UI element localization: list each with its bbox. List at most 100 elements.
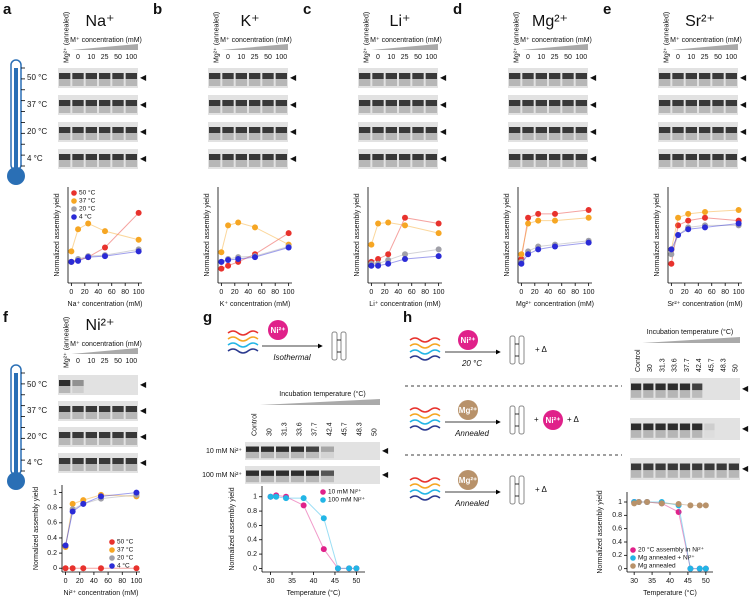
data-point bbox=[85, 254, 92, 261]
legend-label: Mg annealed bbox=[638, 563, 676, 570]
data-point bbox=[62, 565, 69, 572]
legend-label: 10 mM Ni²⁺ bbox=[328, 489, 362, 496]
data-point bbox=[525, 220, 532, 227]
gel-smear bbox=[72, 160, 84, 167]
annealed-label: Mg²⁺ (annealed) bbox=[664, 12, 671, 63]
ion-circle bbox=[458, 330, 478, 350]
gel-smear bbox=[562, 160, 574, 167]
gel-band bbox=[275, 100, 287, 106]
gel-smear bbox=[261, 451, 274, 459]
gel bbox=[58, 375, 138, 395]
gel-band bbox=[509, 127, 521, 133]
gel-smear bbox=[679, 470, 691, 478]
x-tick-label: 60 bbox=[708, 289, 716, 296]
data-point bbox=[696, 502, 703, 509]
data-point bbox=[334, 565, 341, 572]
data-point bbox=[135, 209, 142, 216]
gel-arrow: ◀ bbox=[740, 100, 747, 109]
data-point bbox=[235, 256, 242, 262]
series-line bbox=[270, 496, 357, 569]
x-tick-label: 40 bbox=[666, 578, 674, 585]
gel-band bbox=[262, 100, 274, 106]
lane-label: 100 bbox=[275, 54, 287, 61]
lane-label: 10 bbox=[237, 54, 245, 61]
dna-strand bbox=[409, 483, 441, 489]
gel-smear bbox=[275, 106, 287, 113]
gel-smear bbox=[412, 160, 424, 167]
gel-band bbox=[522, 100, 534, 106]
gel-smear bbox=[672, 160, 684, 167]
dna-strand bbox=[227, 330, 259, 336]
gel-band bbox=[222, 127, 234, 133]
data-point bbox=[102, 244, 108, 251]
gel-arrow: ◀ bbox=[440, 100, 447, 109]
gel-arrow: ◀ bbox=[742, 464, 749, 473]
gel-band bbox=[575, 73, 587, 79]
lane-label: 48.3 bbox=[356, 422, 363, 436]
gel-smear bbox=[275, 133, 287, 140]
gel-smear bbox=[291, 451, 304, 459]
gel-band bbox=[679, 463, 691, 471]
y-tick-label: 0.6 bbox=[47, 520, 57, 527]
gel-arrow: ◀ bbox=[140, 127, 147, 136]
x-tick-label: 80 bbox=[421, 289, 429, 296]
data-point bbox=[368, 241, 375, 248]
gel-smear bbox=[385, 160, 397, 167]
gel-band bbox=[209, 154, 221, 160]
gel-smear bbox=[575, 133, 587, 140]
x-tick-label: 100 bbox=[433, 289, 445, 296]
gel-band bbox=[125, 127, 137, 133]
data-point bbox=[675, 501, 682, 507]
gel-band bbox=[72, 100, 84, 106]
gel-band bbox=[246, 446, 259, 452]
temperature-label: 4 °C bbox=[27, 154, 43, 163]
gel-band bbox=[235, 100, 247, 106]
lane-label: 50 bbox=[114, 54, 122, 61]
lane-label: 50 bbox=[114, 358, 122, 365]
gel-arrow: ◀ bbox=[590, 100, 597, 109]
gel-smear bbox=[112, 438, 124, 445]
x-tick-label: 40 bbox=[310, 578, 318, 585]
data-point bbox=[735, 207, 742, 214]
y-axis-label: Normalized assembly yield bbox=[33, 487, 40, 570]
dna-strand bbox=[409, 495, 441, 501]
gel-band bbox=[249, 127, 261, 133]
y-axis-label: Normalized assembly yield bbox=[354, 193, 361, 276]
gel-arrow: ◀ bbox=[590, 73, 597, 82]
gel-smear bbox=[72, 464, 84, 471]
data-point bbox=[218, 258, 225, 265]
data-point bbox=[68, 258, 75, 265]
lane-label: 37.7 bbox=[311, 422, 318, 436]
gel-smear bbox=[631, 470, 642, 478]
lane-label: 10 bbox=[87, 54, 95, 61]
data-point bbox=[80, 500, 87, 507]
lane-label: 0 bbox=[676, 54, 680, 61]
y-tick-label: 0.8 bbox=[247, 508, 257, 515]
gel-smear bbox=[704, 430, 714, 438]
gel-band bbox=[306, 446, 319, 452]
data-point bbox=[133, 489, 140, 496]
gel-band bbox=[235, 154, 247, 160]
gel-arrow: ◀ bbox=[590, 127, 597, 136]
gel-band bbox=[399, 154, 411, 160]
gel-band bbox=[704, 463, 715, 471]
x-tick-label: 60 bbox=[558, 289, 566, 296]
x-tick-label: 60 bbox=[408, 289, 416, 296]
gel-smear bbox=[725, 133, 737, 140]
panel-title: Ni²⁺ bbox=[86, 317, 115, 334]
gel-band bbox=[85, 73, 97, 79]
gel-arrow: ◀ bbox=[440, 127, 447, 136]
gel-smear bbox=[575, 79, 587, 86]
x-tick-label: 20 bbox=[381, 289, 389, 296]
gel-band bbox=[125, 406, 137, 412]
gel-smear bbox=[262, 106, 274, 113]
y-tick-label: 0.2 bbox=[612, 552, 622, 559]
gel-band bbox=[575, 154, 587, 160]
data-point bbox=[535, 217, 542, 224]
gel-smear bbox=[235, 133, 247, 140]
gel-band bbox=[99, 100, 111, 106]
gel-band bbox=[246, 470, 259, 476]
x-axis-label: Li⁺ concentration (mM) bbox=[369, 301, 440, 308]
gel-band bbox=[359, 154, 371, 160]
gel-band bbox=[655, 383, 666, 391]
